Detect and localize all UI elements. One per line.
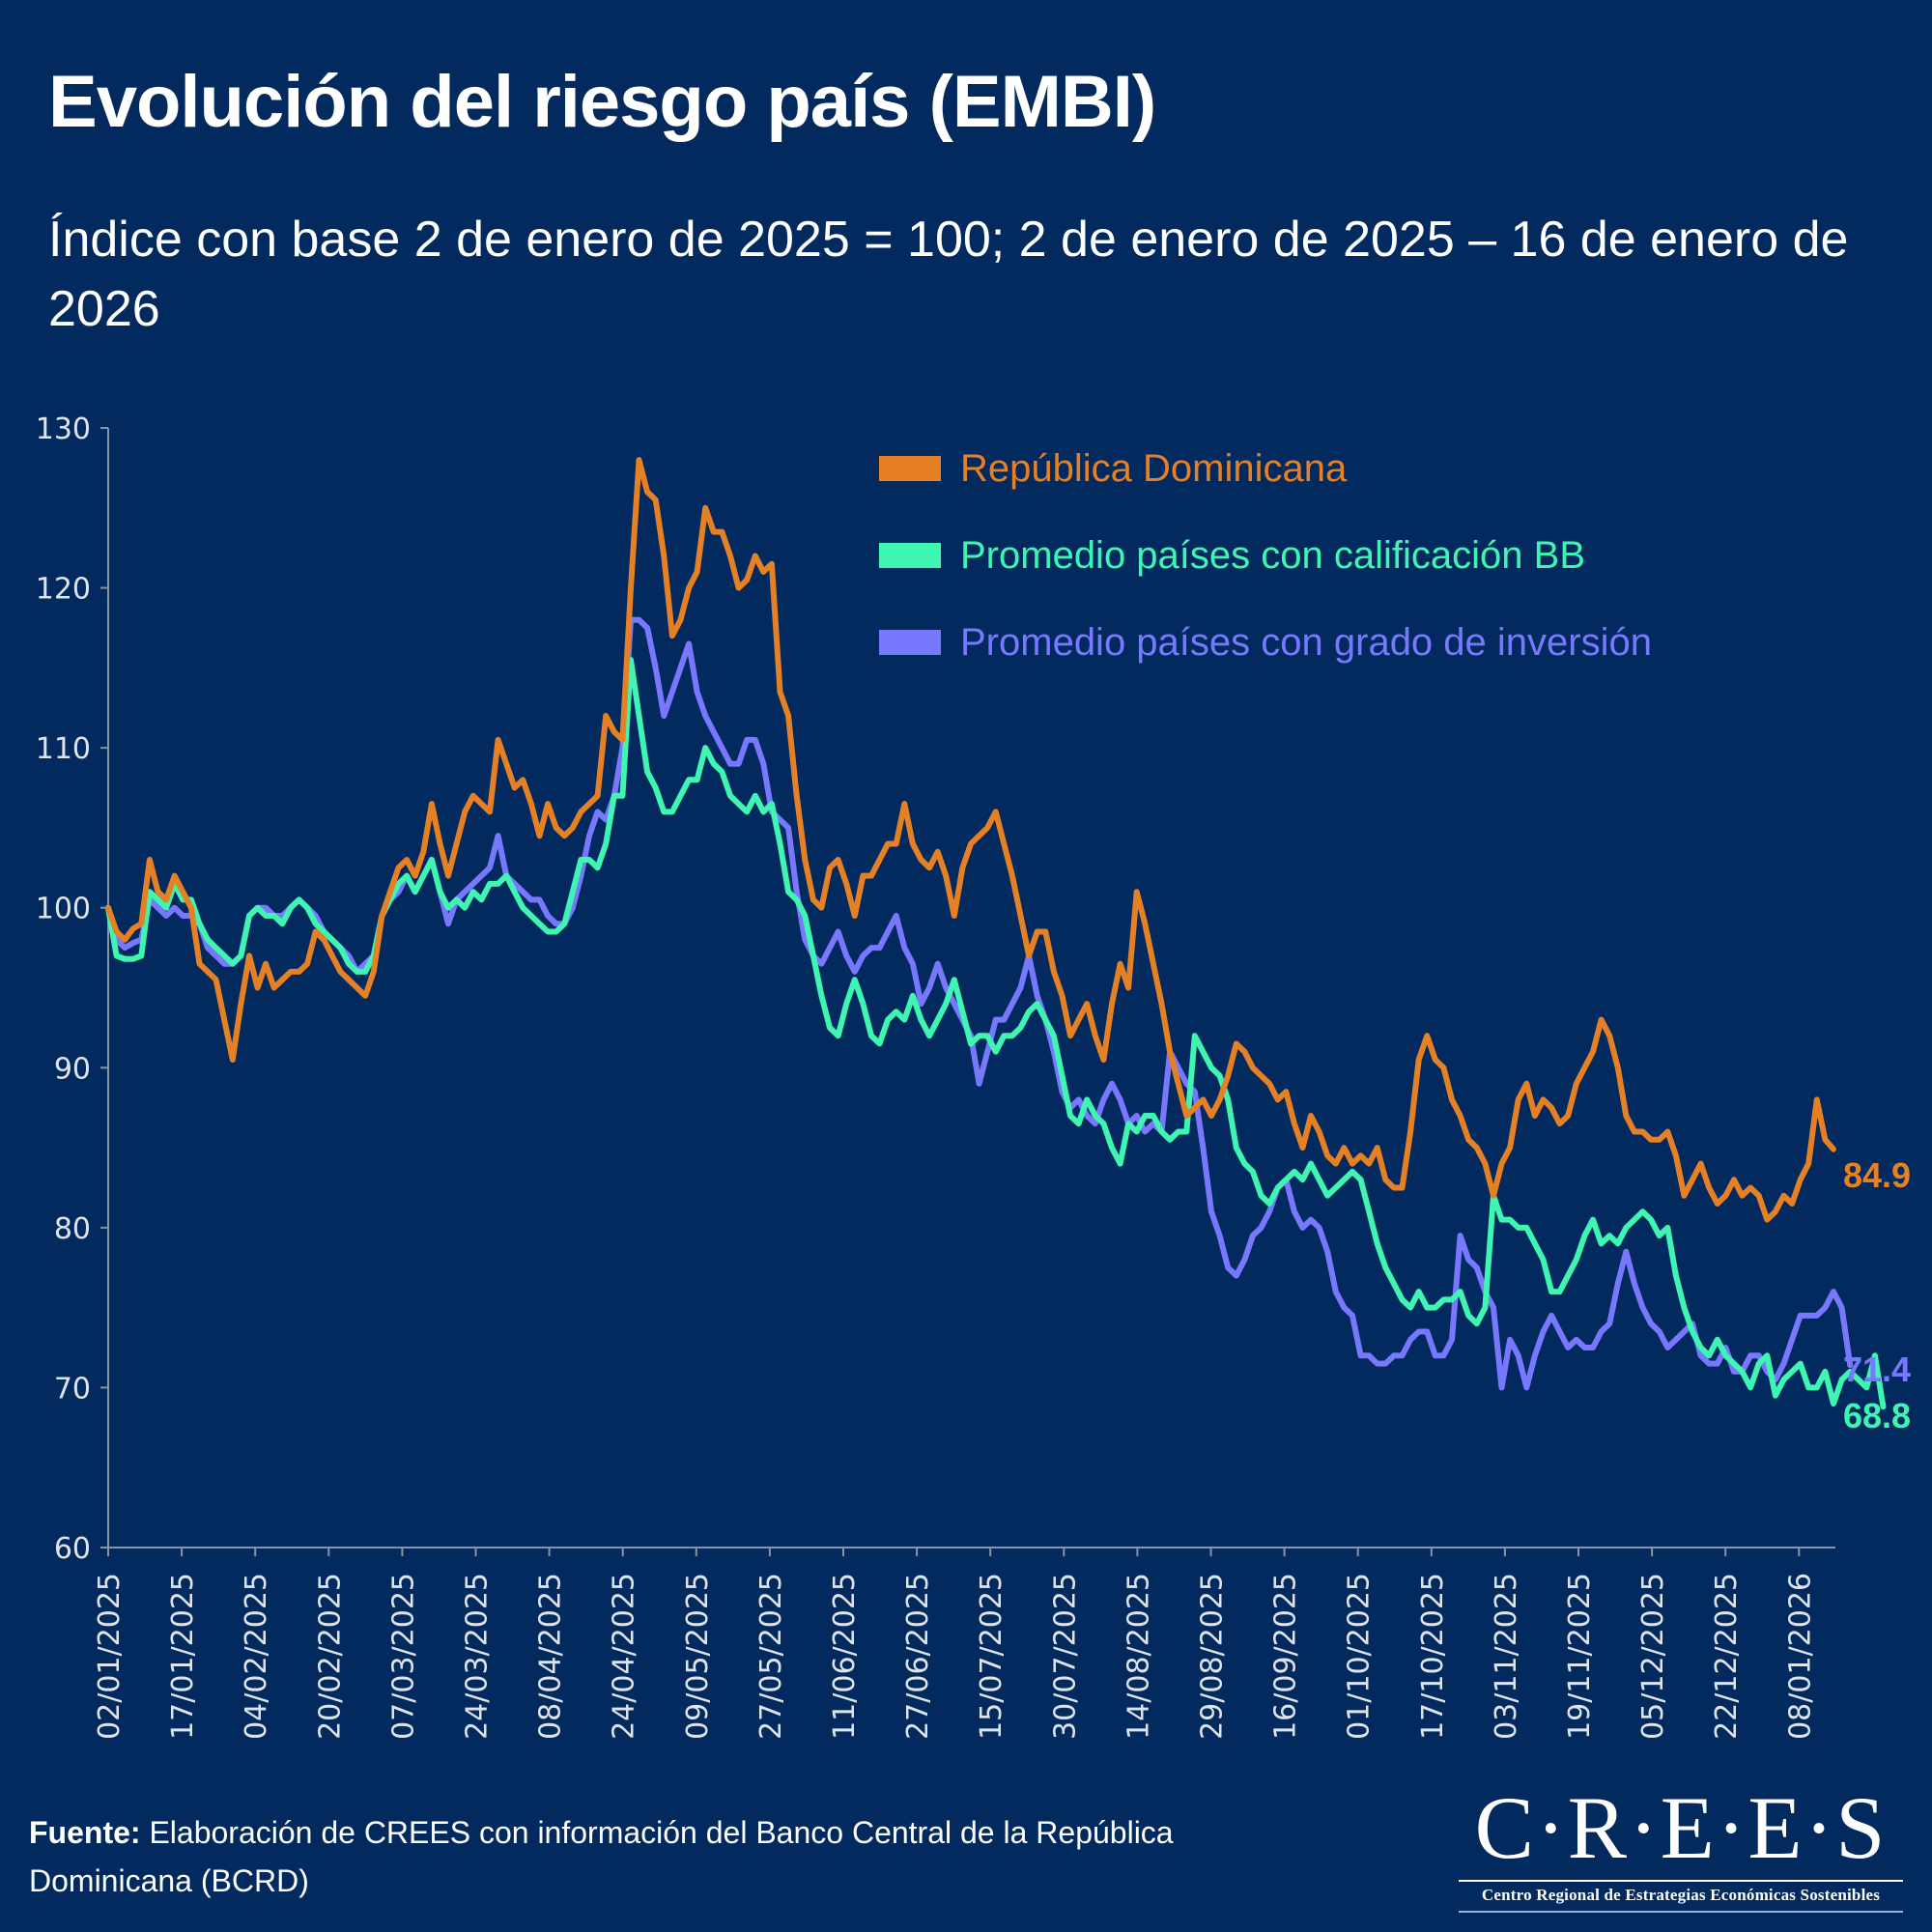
end-label-ig: 71.4 [1843, 1350, 1912, 1389]
logo-rule-bottom [1459, 1911, 1903, 1913]
source-text: Elaboración de CREES con información del… [29, 1815, 1174, 1898]
x-tick-label: 07/03/2025 [386, 1573, 420, 1740]
x-tick-label: 17/01/2025 [166, 1573, 200, 1740]
legend-swatch-ig [879, 630, 941, 655]
x-tick-label: 17/10/2025 [1416, 1573, 1450, 1740]
y-tick-label: 130 [36, 412, 91, 446]
y-tick-label: 90 [54, 1052, 91, 1086]
x-tick-label: 05/12/2025 [1636, 1573, 1670, 1740]
x-tick-label: 08/01/2026 [1783, 1573, 1817, 1740]
x-tick-label: 03/11/2025 [1490, 1573, 1523, 1740]
y-tick-label: 110 [36, 732, 91, 766]
x-tick-label: 20/02/2025 [313, 1573, 347, 1740]
chart-legend: República Dominicana Promedio países con… [879, 425, 1652, 686]
legend-swatch-bb [879, 543, 941, 568]
y-tick-label: 100 [36, 893, 91, 926]
x-tick-label: 16/09/2025 [1269, 1573, 1303, 1740]
legend-label-ig: Promedio países con grado de inversión [960, 620, 1652, 664]
x-tick-label: 02/01/2025 [93, 1573, 127, 1740]
legend-item-ig: Promedio países con grado de inversión [879, 599, 1652, 686]
y-tick-label: 60 [54, 1532, 91, 1566]
legend-label-rd: República Dominicana [960, 446, 1348, 490]
series-line-bb [105, 657, 1887, 1410]
x-tick-label: 14/08/2025 [1122, 1573, 1155, 1740]
source-label: Fuente: [29, 1815, 141, 1850]
chart-axes: 60 70 80 90 100 110 120 130 02/01/2025 17/01/2025… [36, 412, 1835, 1740]
x-tick-label: 24/04/2025 [608, 1573, 641, 1740]
series-line-rd [105, 457, 1836, 1223]
logo-wordmark: C·R·E·E·S [1474, 1778, 1888, 1877]
legend-item-rd: República Dominicana [879, 425, 1652, 512]
chart-subtitle: Índice con base 2 de enero de 2025 = 100… [48, 212, 1849, 337]
x-tick-label: 22/12/2025 [1710, 1573, 1744, 1740]
x-tick-label: 27/05/2025 [754, 1573, 788, 1740]
x-tick-label: 01/10/2025 [1343, 1573, 1377, 1740]
x-tick-label: 11/06/2025 [828, 1573, 862, 1740]
legend-swatch-rd [879, 456, 941, 481]
series-line-ig [105, 616, 1854, 1391]
end-label-bb: 68.8 [1843, 1396, 1912, 1435]
legend-item-bb: Promedio países con calificación BB [879, 512, 1652, 599]
x-tick-label: 27/06/2025 [901, 1573, 935, 1740]
x-tick-label: 15/07/2025 [975, 1573, 1009, 1740]
x-tick-label: 19/11/2025 [1563, 1573, 1597, 1740]
x-tick-label: 08/04/2025 [534, 1573, 568, 1740]
x-tick-label: 29/08/2025 [1196, 1573, 1230, 1740]
crees-logo: C·R·E·E·S Centro Regional de Estrategias… [1449, 1783, 1913, 1913]
logo-subtitle: Centro Regional de Estrategias Económica… [1481, 1886, 1881, 1904]
legend-label-bb: Promedio países con calificación BB [960, 533, 1585, 577]
chart-lines [105, 457, 1887, 1410]
logo-rule [1459, 1880, 1903, 1882]
x-tick-label: 24/03/2025 [461, 1573, 495, 1740]
x-tick-label: 04/02/2025 [240, 1573, 273, 1740]
page-title: Evolución del riesgo país (EMBI) [48, 61, 1156, 143]
y-tick-label: 70 [54, 1372, 91, 1406]
end-label-rd: 84.9 [1843, 1155, 1912, 1195]
y-tick-label: 120 [36, 573, 91, 607]
y-tick-label: 80 [54, 1212, 91, 1246]
x-tick-label: 09/05/2025 [681, 1573, 715, 1740]
x-tick-label: 30/07/2025 [1048, 1573, 1082, 1740]
source-note: Fuente: Elaboración de CREES con informa… [29, 1808, 1285, 1905]
